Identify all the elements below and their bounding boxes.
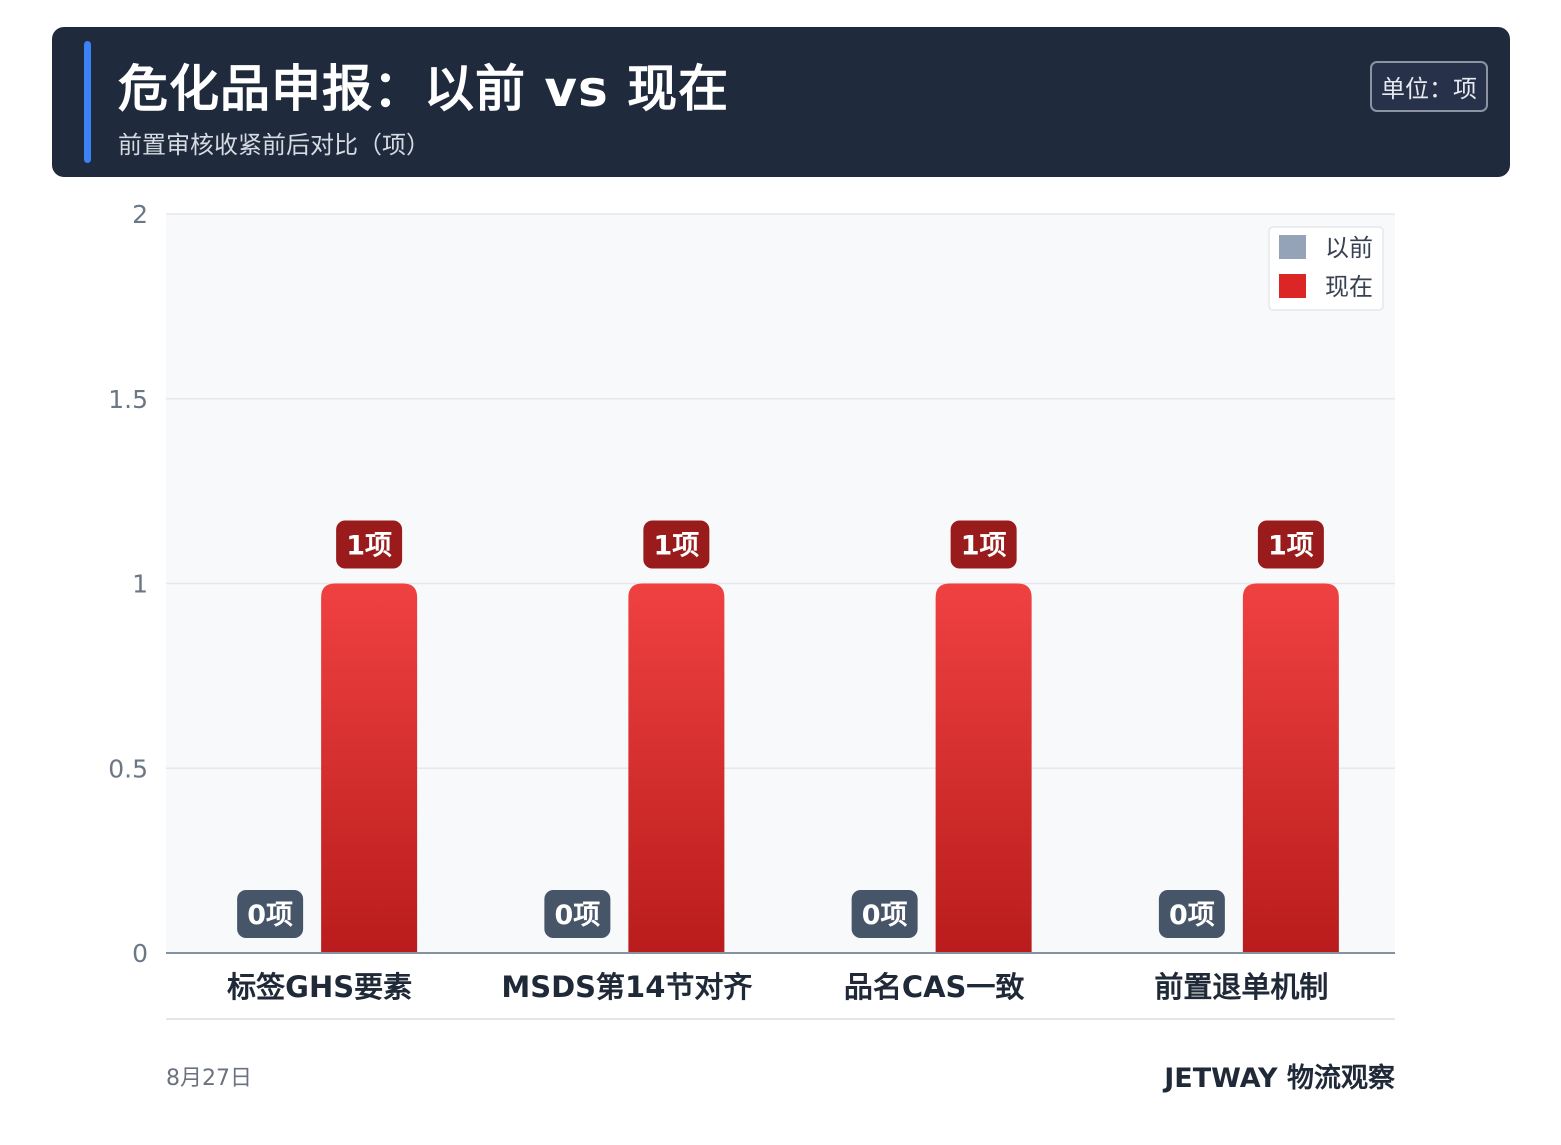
unit-badge: 单位：项	[1370, 61, 1488, 112]
data-label-bg	[1158, 890, 1225, 938]
data-label: 0项	[247, 900, 293, 931]
data-label: 0项	[554, 900, 600, 931]
data-label: 1项	[653, 531, 699, 562]
bars	[321, 583, 1339, 953]
y-tick-labels: 0 0.5 1 1.5 2	[108, 200, 148, 968]
data-label: 1项	[1268, 531, 1314, 562]
data-label: 0项	[1169, 900, 1215, 931]
bar-现在	[1242, 583, 1339, 953]
y-tick-label: 0.5	[108, 754, 148, 783]
data-labels: 0项 1项 0项 1项 0项 1项 0项 1项	[237, 520, 1324, 938]
x-tick-label: 前置退单机制	[1154, 970, 1328, 1004]
legend-swatch	[1279, 274, 1306, 298]
chart-title: 危化品申报：以前 vs 现在	[118, 60, 730, 118]
data-label-bg	[643, 520, 710, 569]
data-label-bg	[544, 890, 611, 938]
legend-label: 现在	[1325, 273, 1373, 301]
bar-现在	[628, 583, 725, 953]
x-tick-label: 品名CAS一致	[844, 970, 1026, 1004]
chart-subtitle: 前置审核收紧前后对比（项）	[118, 131, 430, 159]
footer-date: 8月27日	[166, 1066, 252, 1091]
legend-swatch	[1279, 235, 1306, 259]
chart-header: 危化品申报：以前 vs 现在 前置审核收紧前后对比（项） 单位：项	[52, 27, 1510, 177]
data-label-bg	[336, 520, 403, 569]
data-label: 0项	[862, 900, 908, 931]
x-tick-label: 标签GHS要素	[227, 970, 412, 1004]
bar-现在	[321, 583, 418, 953]
data-label: 1项	[961, 531, 1007, 562]
data-label-bg	[950, 520, 1017, 569]
y-tick-label: 2	[132, 200, 148, 229]
data-label-bg	[237, 890, 304, 938]
data-label-bg	[851, 890, 918, 938]
footer-brand: JETWAY 物流观察	[1164, 1063, 1395, 1094]
bar-现在	[935, 583, 1032, 953]
legend-label: 以前	[1325, 234, 1373, 262]
y-tick-label: 1.5	[108, 385, 148, 414]
header-accent-bar	[84, 41, 91, 163]
y-tick-label: 1	[132, 570, 148, 599]
x-tick-labels: 标签GHS要素 MSDS第14节对齐 品名CAS一致 前置退单机制	[227, 970, 1328, 1004]
y-tick-label: 0	[132, 939, 148, 968]
data-label-bg	[1257, 520, 1324, 569]
x-tick-label: MSDS第14节对齐	[501, 970, 753, 1004]
data-label: 1项	[346, 531, 392, 562]
